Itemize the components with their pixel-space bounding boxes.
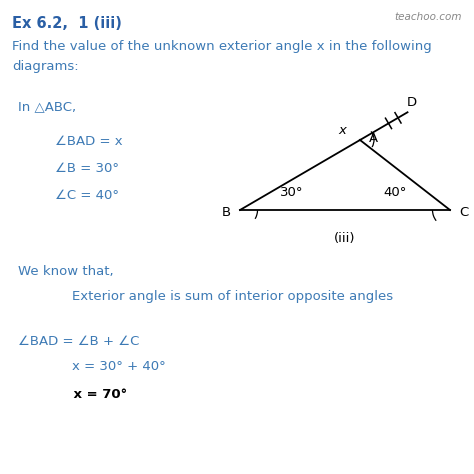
Text: ∠BAD = ∠B + ∠C: ∠BAD = ∠B + ∠C: [18, 335, 139, 348]
Text: (iii): (iii): [334, 232, 356, 245]
Text: We know that,: We know that,: [18, 265, 114, 278]
Text: x = 70°: x = 70°: [55, 388, 127, 401]
Text: B: B: [221, 206, 230, 219]
Text: C: C: [459, 206, 469, 219]
Text: Ex 6.2,  1 (iii): Ex 6.2, 1 (iii): [12, 16, 122, 31]
Text: D: D: [406, 96, 417, 109]
Text: diagrams:: diagrams:: [12, 60, 79, 73]
Text: ∠B = 30°: ∠B = 30°: [55, 162, 119, 175]
Text: x: x: [338, 124, 346, 137]
Text: Exterior angle is sum of interior opposite angles: Exterior angle is sum of interior opposi…: [55, 290, 393, 303]
Text: x = 30° + 40°: x = 30° + 40°: [55, 360, 166, 373]
Text: teachoo.com: teachoo.com: [394, 12, 462, 22]
Text: 40°: 40°: [383, 185, 407, 199]
Text: 30°: 30°: [280, 185, 304, 199]
Text: ∠C = 40°: ∠C = 40°: [55, 189, 119, 202]
Text: ∠BAD = x: ∠BAD = x: [55, 135, 123, 148]
Text: In △ABC,: In △ABC,: [18, 100, 76, 113]
Text: A: A: [368, 131, 378, 145]
Text: Find the value of the unknown exterior angle x in the following: Find the value of the unknown exterior a…: [12, 40, 432, 53]
